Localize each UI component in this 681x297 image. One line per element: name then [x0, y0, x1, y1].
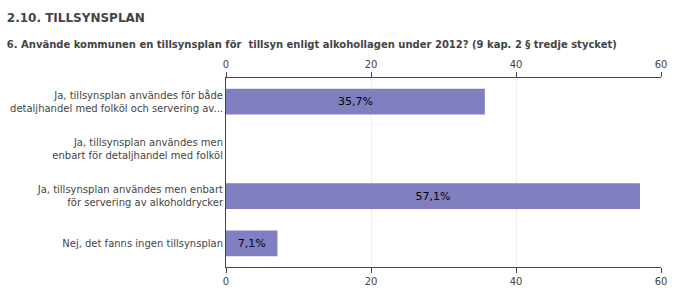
svg-text:Nej, det fanns ingen tillsynsp: Nej, det fanns ingen tillsynsplan	[62, 238, 223, 249]
svg-text:2.10. TILLSYNSPLAN: 2.10. TILLSYNSPLAN	[7, 11, 145, 25]
svg-text:0: 0	[223, 59, 229, 70]
svg-text:Ja, tillsynsplan användes mene: Ja, tillsynsplan användes menenbart för …	[52, 137, 223, 161]
svg-text:Ja, tillsynsplan användes för: Ja, tillsynsplan användes för bådedetalj…	[10, 89, 223, 114]
svg-text:60: 60	[655, 276, 668, 287]
svg-text:7,1%: 7,1%	[238, 237, 266, 250]
svg-text:0: 0	[223, 276, 229, 287]
svg-text:20: 20	[365, 276, 378, 287]
svg-text:57,1%: 57,1%	[416, 190, 451, 203]
svg-text:60: 60	[655, 59, 668, 70]
svg-text:40: 40	[510, 59, 523, 70]
svg-text:20: 20	[365, 59, 378, 70]
svg-text:35,7%: 35,7%	[338, 95, 373, 108]
svg-text:40: 40	[510, 276, 523, 287]
svg-text:Ja, tillsynsplan användes men: Ja, tillsynsplan användes men enbartför …	[37, 184, 224, 208]
svg-text:6. Använde kommunen en tillsyn: 6. Använde kommunen en tillsynsplan för …	[7, 39, 617, 50]
